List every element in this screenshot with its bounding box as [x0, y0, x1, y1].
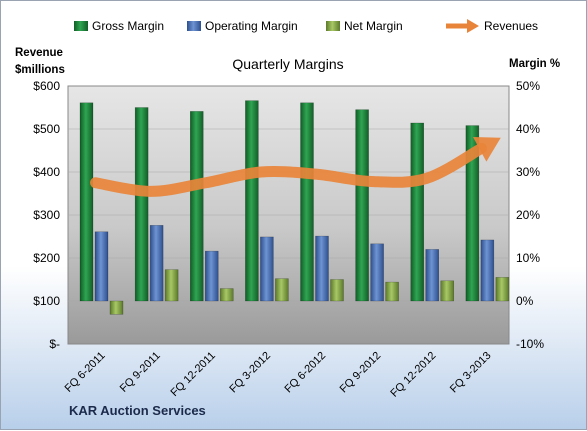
left-axis-title-line2: $millions — [15, 64, 65, 76]
bar-operating-margin — [205, 250, 219, 302]
left-tick-label: $- — [49, 337, 60, 351]
right-tick-label: 30% — [516, 165, 540, 179]
x-tick-label: FQ 6-2012 — [283, 350, 329, 396]
chart-title: Quarterly Margins — [232, 56, 343, 72]
bar-gross-margin — [465, 125, 480, 302]
bar-net-margin — [109, 300, 124, 315]
legend-swatch-net-margin — [326, 21, 340, 31]
legend: Gross Margin Operating Margin Net Margin… — [74, 19, 538, 33]
bars — [79, 100, 510, 315]
legend-label-gross-margin: Gross Margin — [92, 19, 164, 33]
x-tick-label: FQ 9-2012 — [338, 350, 384, 396]
bar-gross-margin — [410, 122, 424, 302]
right-tick-label: -10% — [516, 337, 544, 351]
left-tick-label: $500 — [33, 122, 60, 136]
bar-net-margin — [220, 288, 234, 302]
bar-operating-margin — [370, 243, 384, 302]
left-tick-label: $200 — [33, 251, 60, 265]
legend-label-net-margin: Net Margin — [344, 19, 403, 33]
bar-net-margin — [385, 281, 399, 302]
x-tick-label: FQ 6-2011 — [63, 350, 108, 395]
footer-company-name: KAR Auction Services — [69, 403, 206, 418]
bar-net-margin — [495, 277, 510, 302]
right-tick-label: 50% — [516, 79, 540, 93]
bar-operating-margin — [315, 235, 329, 302]
right-tick-label: 10% — [516, 251, 540, 265]
bar-net-margin — [164, 269, 179, 302]
legend-swatch-revenues-arrowhead — [467, 19, 479, 33]
bar-operating-margin — [149, 225, 164, 302]
bar-net-margin — [275, 278, 289, 302]
left-axis-ticks: $- $100 $200 $300 $400 $500 $600 — [33, 79, 60, 351]
left-tick-label: $300 — [33, 208, 60, 222]
legend-label-revenues: Revenues — [484, 19, 538, 33]
x-tick-label: FQ 12-2012 — [388, 350, 438, 400]
x-tick-label: FQ 3-2013 — [448, 350, 494, 396]
bar-operating-margin — [94, 231, 109, 302]
bar-net-margin — [440, 280, 454, 302]
revenue-line — [90, 142, 487, 197]
right-tick-label: 40% — [516, 122, 540, 136]
bar-operating-margin — [425, 249, 439, 302]
right-axis-title: Margin % — [509, 58, 560, 70]
left-axis-title-line1: Revenue — [15, 47, 63, 59]
left-tick-label: $100 — [33, 294, 60, 308]
left-tick-label: $400 — [33, 165, 60, 179]
bar-gross-margin — [245, 100, 259, 302]
bar-gross-margin — [190, 111, 204, 302]
bar-operating-margin — [480, 239, 495, 302]
bar-gross-margin — [134, 107, 149, 302]
legend-label-operating-margin: Operating Margin — [205, 19, 298, 33]
x-axis-labels: FQ 6-2011 FQ 9-2011 FQ 12-2011 FQ 3-2012 FQ … — [63, 350, 494, 400]
bar-operating-margin — [260, 236, 274, 302]
right-axis-ticks: -10% 0% 10% 20% 30% 40% 50% — [516, 79, 544, 351]
left-tick-label: $600 — [33, 79, 60, 93]
right-tick-label: 0% — [516, 294, 534, 308]
x-tick-label: FQ 12-2011 — [169, 350, 218, 399]
bar-gross-margin — [355, 109, 369, 302]
bar-net-margin — [330, 279, 344, 302]
bar-gross-margin — [79, 102, 94, 302]
legend-swatch-gross-margin — [74, 21, 88, 31]
x-tick-label: FQ 3-2012 — [227, 350, 273, 396]
legend-swatch-operating-margin — [187, 21, 201, 31]
right-tick-label: 20% — [516, 208, 540, 222]
revenue-series — [90, 137, 501, 197]
revenue-arrowhead — [472, 137, 501, 162]
x-tick-label: FQ 9-2011 — [118, 350, 163, 395]
bar-gross-margin — [300, 102, 314, 302]
